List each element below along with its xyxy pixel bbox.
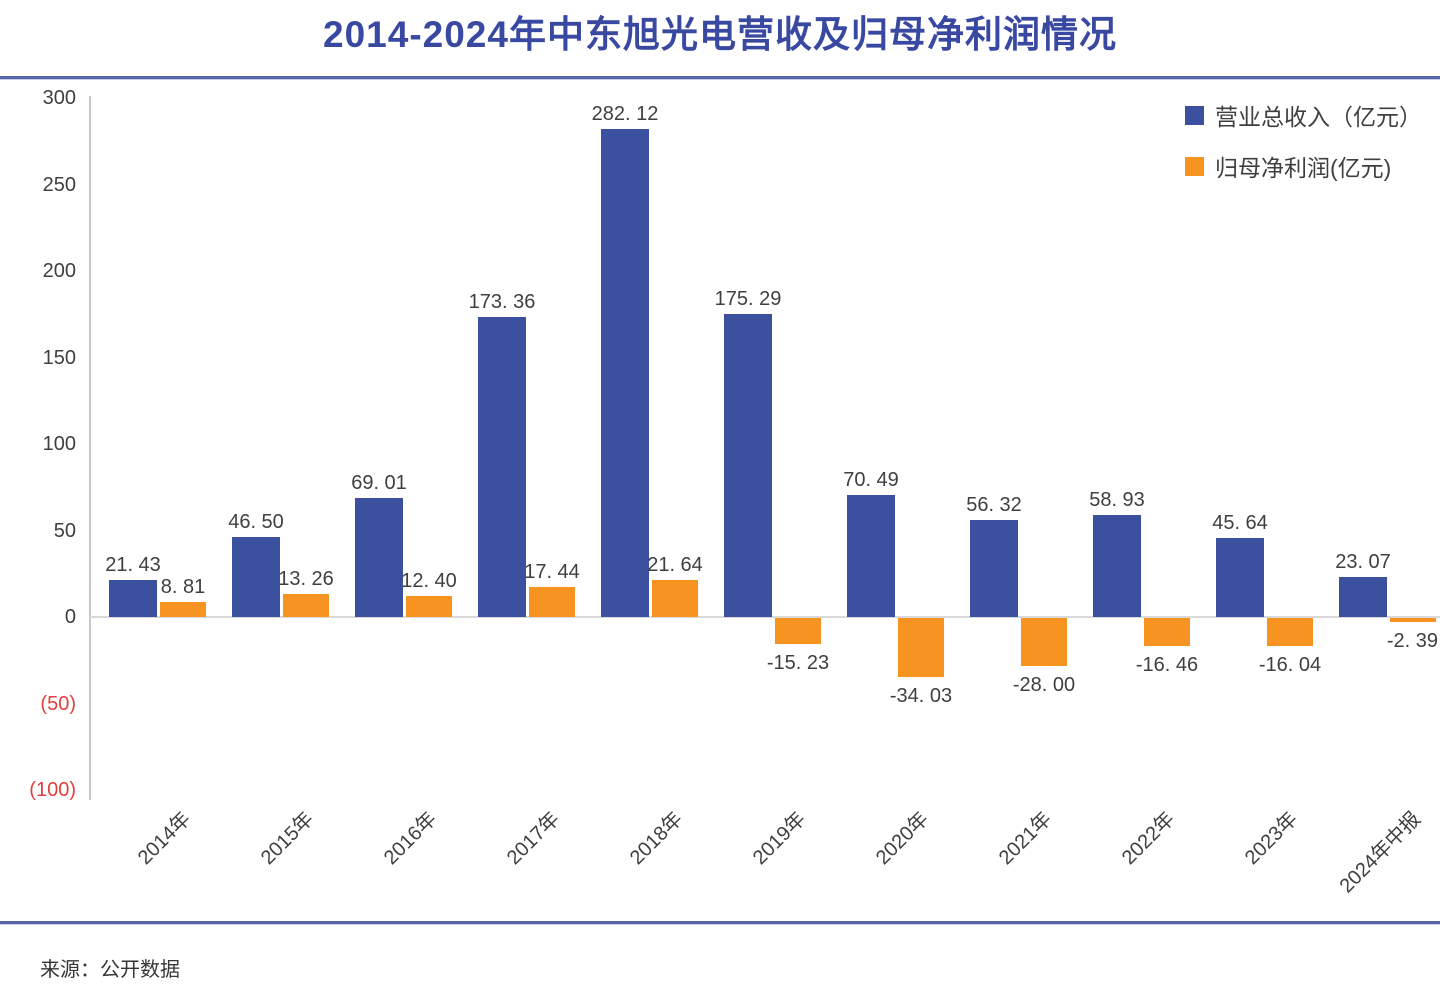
revenue-bar-2024年中报 [1339, 577, 1387, 617]
revenue-legend-swatch [1185, 105, 1204, 125]
y-tick-label: 100 [42, 433, 76, 455]
y-tick-label: (100) [29, 779, 76, 801]
revenue-bar-2020年 [847, 495, 895, 617]
value-label: -15. 23 [766, 652, 830, 675]
revenue-bar-2014年 [109, 579, 157, 617]
revenue-bar-2022年 [1093, 515, 1141, 617]
value-label: 46. 50 [228, 510, 284, 533]
revenue-bar-2015年 [232, 536, 280, 617]
y-tick-label: 150 [42, 346, 76, 369]
revenue-legend-label: 营业总收入（亿元） [1215, 104, 1422, 130]
value-label: 175. 29 [714, 287, 782, 310]
profit-bar-2014年 [160, 601, 206, 617]
value-label: 45. 64 [1212, 512, 1268, 535]
value-label: 12. 40 [401, 569, 457, 592]
x-axis-label-2018年: 2018年 [625, 808, 687, 870]
y-tick-label: 0 [64, 606, 76, 628]
value-label: 21. 64 [647, 553, 703, 576]
y-axis-line [89, 96, 91, 800]
profit-bar-2022年 [1144, 618, 1190, 647]
revenue-bar-2017年 [478, 317, 526, 617]
revenue-bar-2018年 [601, 128, 649, 617]
profit-bar-2015年 [283, 594, 329, 617]
profit-bar-2021年 [1021, 618, 1067, 667]
value-label: 17. 44 [524, 560, 580, 583]
zero-baseline [90, 616, 1440, 618]
profit-bar-2019年 [775, 618, 821, 645]
profit-bar-2016年 [406, 595, 452, 617]
legend-item-revenue: 营业总收入（亿元） [1185, 98, 1422, 132]
x-axis-label-2024年中报: 2024年中报 [1335, 808, 1425, 898]
x-axis-label-2022年: 2022年 [1117, 808, 1179, 870]
x-axis-label-2015年: 2015年 [256, 808, 318, 870]
value-label: 23. 07 [1335, 551, 1391, 574]
y-tick-label: 200 [42, 260, 76, 282]
chart-title: 2014-2024年中东旭光电营收及归母净利润情况 [323, 14, 1117, 55]
y-tick-label: 300 [42, 87, 76, 109]
profit-bar-2023年 [1267, 618, 1313, 646]
y-tick-label: (50) [40, 692, 76, 715]
x-axis-label-2014年: 2014年 [133, 808, 195, 870]
revenue-bar-2021年 [970, 519, 1018, 617]
value-label: -2. 39 [1386, 630, 1438, 653]
value-label: 69. 01 [351, 471, 407, 494]
value-label: 21. 43 [105, 553, 161, 576]
value-label: -28. 00 [1012, 674, 1076, 697]
source-note: 来源：公开数据 [40, 959, 180, 981]
y-tick-label: 250 [42, 173, 76, 196]
x-axis-label-2023年: 2023年 [1240, 808, 1302, 870]
value-label: 70. 49 [843, 469, 899, 492]
value-label: 58. 93 [1089, 489, 1145, 512]
value-label: 56. 32 [966, 493, 1022, 516]
x-axis-label-2020年: 2020年 [871, 808, 933, 870]
bar-chart: 300 250 200 150 100 50 0 (50) (100) 21. 43 46. 50 6… [29, 87, 1440, 898]
x-axis-label-2019年: 2019年 [748, 808, 810, 870]
value-label: -16. 04 [1258, 653, 1322, 676]
footer-divider [0, 921, 1440, 925]
x-axis-label-2017年: 2017年 [502, 808, 564, 870]
value-label: 13. 26 [278, 568, 334, 591]
y-tick-label: 50 [53, 519, 76, 542]
value-label: -16. 46 [1135, 654, 1199, 677]
profit-bar-2017年 [529, 586, 575, 617]
title-divider [0, 76, 1440, 80]
chart-legend: 营业总收入（亿元） 归母净利润(亿元) [1185, 98, 1422, 183]
revenue-bar-2019年 [724, 313, 772, 617]
x-axis-label-2021年: 2021年 [994, 808, 1056, 870]
revenue-bar-2016年 [355, 497, 403, 617]
x-axis-label-2016年: 2016年 [379, 808, 441, 870]
profit-legend-label: 归母净利润(亿元) [1215, 155, 1392, 181]
revenue-bar-2023年 [1216, 538, 1264, 617]
value-label: -34. 03 [889, 684, 953, 707]
value-label: 282. 12 [591, 102, 659, 125]
profit-bar-2024年中报 [1390, 618, 1436, 623]
legend-item-profit: 归母净利润(亿元) [1185, 149, 1422, 183]
value-label: 173. 36 [468, 291, 536, 314]
profit-legend-swatch [1185, 156, 1204, 176]
value-label: 8. 81 [160, 575, 206, 598]
profit-bar-2018年 [652, 579, 698, 617]
profit-bar-2020年 [898, 618, 944, 677]
